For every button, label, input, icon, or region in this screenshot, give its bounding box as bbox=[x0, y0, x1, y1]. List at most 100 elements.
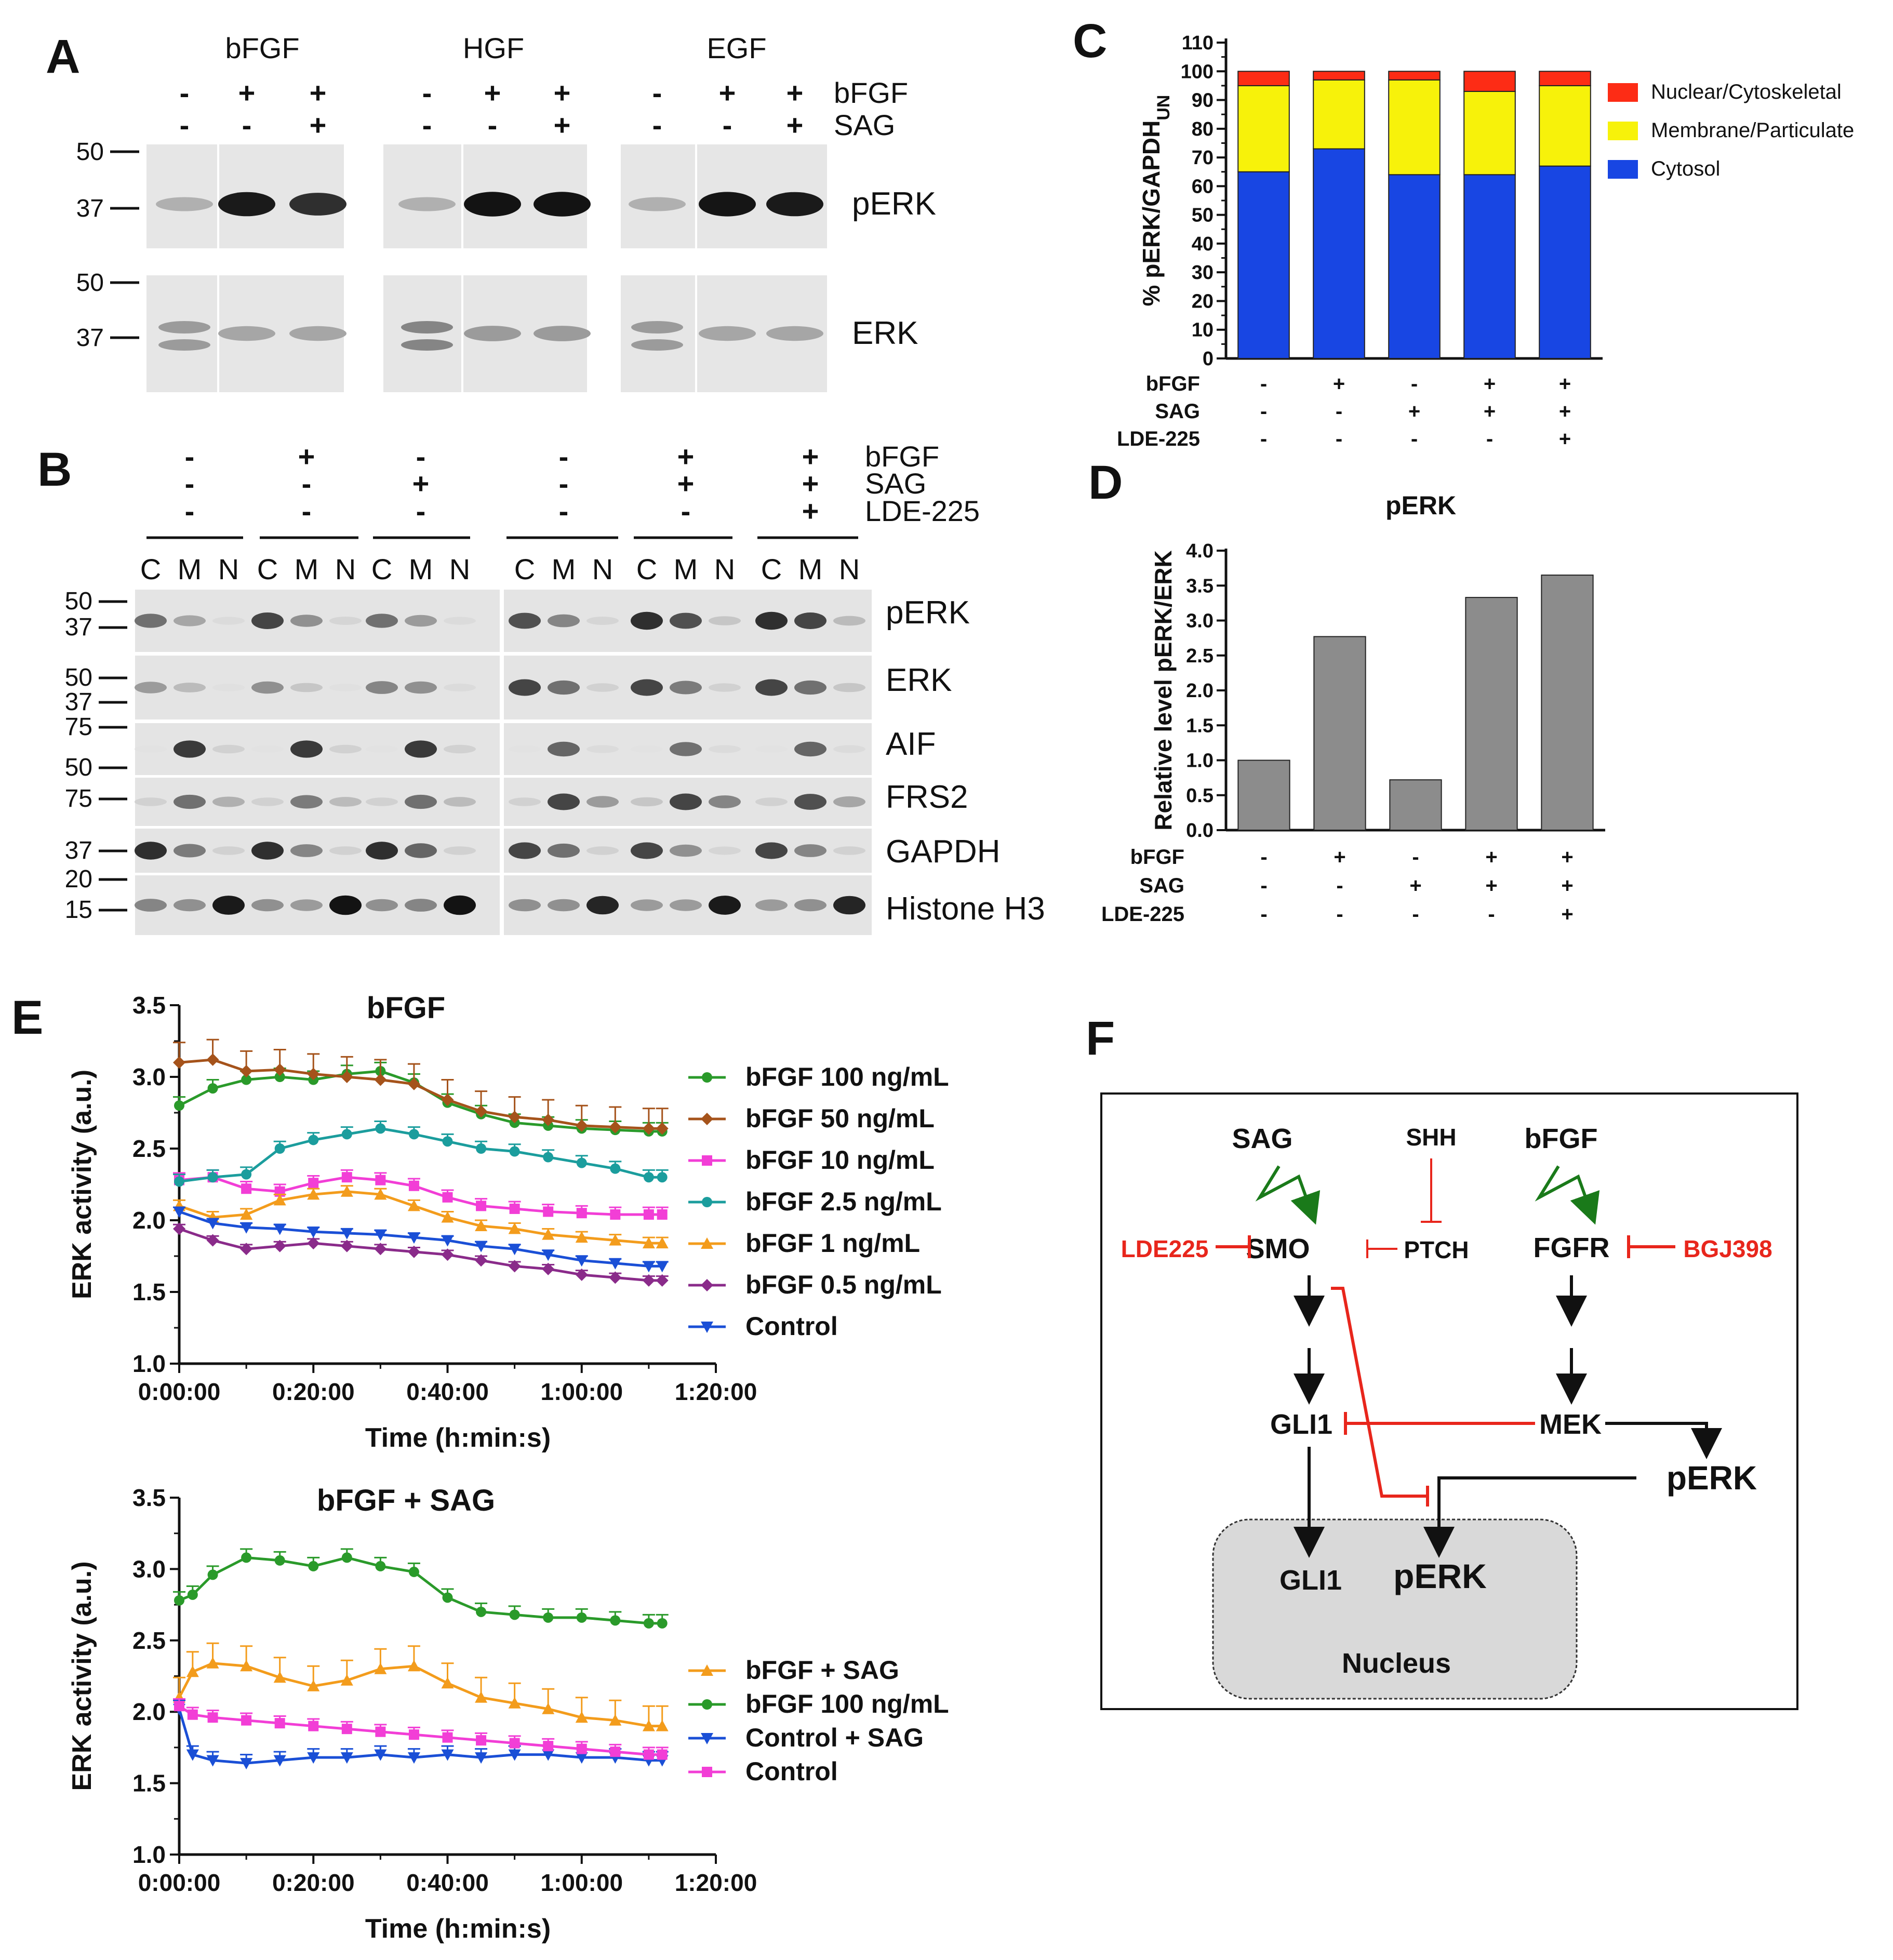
e-data-point bbox=[187, 1709, 198, 1720]
e-data-point bbox=[508, 1244, 521, 1256]
blot-row-label: GAPDH bbox=[886, 834, 1000, 870]
c-condition-label: LDE-225 bbox=[1117, 428, 1200, 450]
e-data-point bbox=[609, 1714, 622, 1726]
c-bar-segment-cytosol bbox=[1313, 148, 1365, 359]
d-bar bbox=[1541, 575, 1594, 831]
node-shh: SHH bbox=[1406, 1124, 1456, 1151]
mw-marker-label: 37 bbox=[76, 324, 104, 352]
blot-band bbox=[833, 846, 865, 855]
mw-marker-label: 37 bbox=[65, 688, 92, 716]
treatment-sign: - bbox=[422, 76, 432, 109]
e-data-point bbox=[575, 1231, 588, 1243]
treatment-sign: - bbox=[302, 467, 312, 500]
e-data-point bbox=[408, 1129, 419, 1140]
mw-marker-label: 50 bbox=[76, 138, 104, 166]
e-data-point bbox=[241, 1074, 252, 1085]
e-x-tick-label: 1:00:00 bbox=[540, 1869, 623, 1896]
blot-band bbox=[548, 680, 580, 695]
e-data-point bbox=[240, 1660, 253, 1672]
e-data-point bbox=[174, 1176, 184, 1187]
e-data-point bbox=[475, 1254, 488, 1267]
blot-band bbox=[755, 797, 788, 806]
blot-band bbox=[289, 326, 346, 341]
e-legend-marker bbox=[701, 1664, 713, 1676]
c-legend-swatch bbox=[1608, 160, 1638, 179]
blot-band bbox=[755, 611, 788, 630]
e-data-point bbox=[341, 1724, 352, 1735]
treatment-row-label: bFGF bbox=[865, 440, 939, 473]
blot-band bbox=[833, 796, 865, 808]
blot-band bbox=[755, 899, 788, 911]
e-data-point bbox=[543, 1612, 554, 1623]
e1-chart-title: bFGF bbox=[367, 991, 445, 1025]
c-bar-segment-membrane-particulate bbox=[1388, 79, 1441, 176]
e-data-point bbox=[374, 1749, 387, 1761]
blot-band bbox=[699, 192, 756, 217]
blot-band bbox=[329, 895, 362, 915]
e-data-point bbox=[441, 1094, 454, 1106]
c-condition-sign: + bbox=[1484, 372, 1496, 395]
e-data-point bbox=[657, 1172, 668, 1183]
e-x-tick-label: 0:20:00 bbox=[272, 1378, 355, 1405]
d-condition-sign: + bbox=[1561, 874, 1573, 897]
e-data-point bbox=[273, 1063, 286, 1076]
blot-band bbox=[444, 617, 476, 625]
node-nuclear-perk: pERK bbox=[1393, 1557, 1487, 1595]
blot-band bbox=[509, 679, 541, 696]
c-condition-sign: + bbox=[1484, 400, 1496, 423]
c-y-tick-label: 60 bbox=[1192, 176, 1214, 197]
d-y-tick-label: 2.0 bbox=[1186, 680, 1214, 702]
blot-band bbox=[833, 616, 865, 626]
panel-e: E bFGF 1.0 1.5 2.0 2.5 3.0 3.5 0:00:00 0:20:00 0:… bbox=[11, 991, 949, 1944]
d-y-tick-label: 1.0 bbox=[1186, 750, 1214, 772]
e-data-point bbox=[508, 1697, 521, 1709]
blot-band bbox=[833, 745, 865, 753]
e-y-tick-label: 1.0 bbox=[132, 1841, 166, 1868]
e-legend-label: bFGF 100 ng/mL bbox=[745, 1062, 949, 1091]
blot-band bbox=[534, 326, 591, 341]
d-condition-sign: - bbox=[1260, 874, 1267, 897]
blot-band bbox=[174, 899, 206, 912]
mw-marker-label: 37 bbox=[76, 195, 104, 222]
blot-band bbox=[548, 793, 580, 810]
e-data-point bbox=[206, 1053, 219, 1066]
mw-marker-label: 37 bbox=[65, 837, 92, 864]
fraction-label: C bbox=[371, 553, 392, 585]
e-data-point bbox=[374, 1229, 387, 1241]
c-condition-sign: - bbox=[1336, 428, 1342, 450]
e-data-point bbox=[375, 1175, 386, 1185]
c-legend-swatch bbox=[1608, 122, 1638, 140]
node-sag: SAG bbox=[1232, 1123, 1292, 1154]
e-x-tick-label: 0:20:00 bbox=[272, 1869, 355, 1896]
e-data-point bbox=[407, 1077, 420, 1090]
e-data-point bbox=[240, 1243, 253, 1256]
d-bar bbox=[1237, 759, 1290, 831]
e-data-point bbox=[542, 1749, 555, 1761]
blot-band bbox=[251, 899, 284, 912]
d-bar bbox=[1389, 779, 1442, 831]
blot-band bbox=[405, 843, 437, 858]
e-data-point bbox=[542, 1702, 555, 1714]
blot-band bbox=[631, 745, 663, 753]
blot-band bbox=[548, 899, 580, 912]
e-data-point bbox=[441, 1677, 454, 1689]
blot-band bbox=[548, 741, 580, 757]
e-data-point bbox=[508, 1222, 521, 1234]
blot-band bbox=[156, 197, 213, 211]
blot-band bbox=[586, 745, 619, 753]
treatment-sign: - bbox=[488, 109, 498, 141]
e-data-point bbox=[441, 1235, 454, 1247]
blot-band bbox=[366, 797, 398, 806]
c-legend-swatch bbox=[1608, 83, 1638, 102]
bfgf-activates-fgfr-arrow bbox=[1535, 1165, 1600, 1225]
e-data-point bbox=[442, 1192, 453, 1203]
fraction-label: M bbox=[552, 553, 576, 585]
treatment-sign: - bbox=[416, 440, 426, 473]
e-legend-label: bFGF 1 ng/mL bbox=[745, 1229, 920, 1258]
blot-band bbox=[212, 846, 245, 855]
blot-band bbox=[135, 745, 167, 753]
blot-band bbox=[174, 844, 206, 858]
e-data-point bbox=[643, 1749, 654, 1760]
node-bgj398: BGJ398 bbox=[1683, 1235, 1772, 1262]
e-data-point bbox=[340, 1239, 353, 1252]
